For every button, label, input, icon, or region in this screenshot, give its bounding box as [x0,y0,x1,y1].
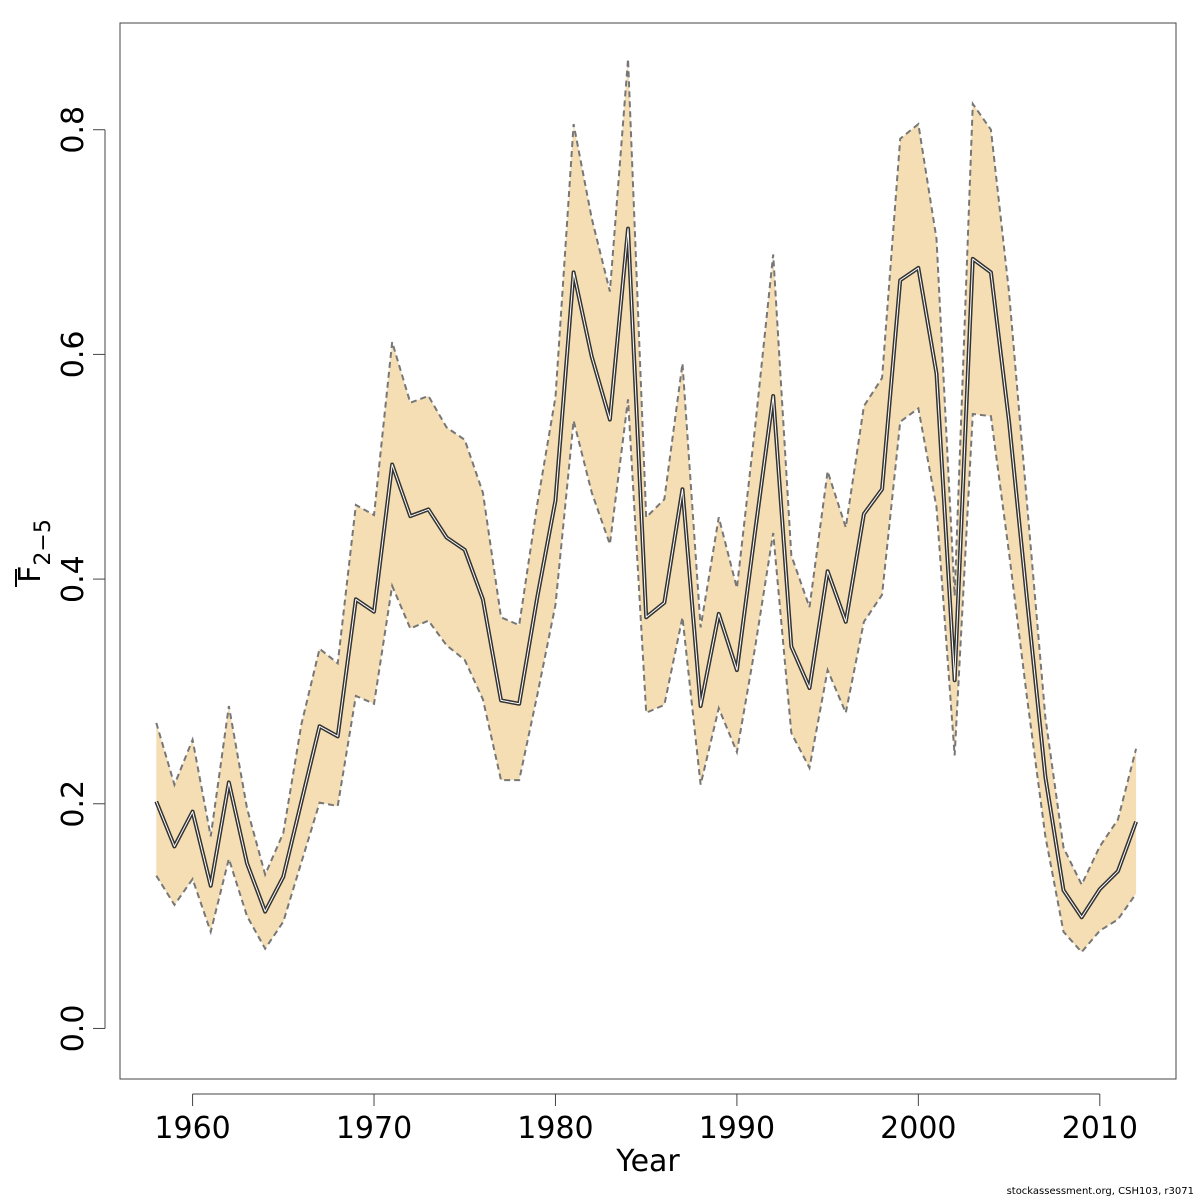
estimate-line-inner [155,228,1137,918]
lower-bound-line [155,399,1137,954]
confidence-band-layer [156,58,1137,953]
line-layer [154,58,1138,954]
x-tick-label: 1960 [154,1111,230,1146]
x-tick-label: 1980 [517,1111,593,1146]
plot-frame [119,22,1177,1080]
x-tick-label: 1990 [699,1111,775,1146]
svg-text:F2−5: F2−5 [13,519,56,583]
x-tick-label: 2000 [880,1111,956,1146]
x-tick-label: 2010 [1062,1111,1138,1146]
y-tick-label: 0.6 [56,331,91,379]
y-tick-label: 0.8 [56,106,91,154]
confidence-band [156,58,1137,953]
footer-credit: stockassessment.org, CSH103, r3071 [1006,1186,1194,1197]
y-tick-label: 0.4 [56,555,91,603]
upper-bound-line [155,58,1138,887]
y-tick-label: 0.2 [56,780,91,828]
y-tick-label: 0.0 [56,1005,91,1053]
y-axis-title-subscript: 2−5 [31,519,56,565]
y-axis: 0.0 0.2 0.4 0.6 0.8 [56,106,106,1053]
y-axis-title: F2−5 [13,519,56,587]
x-axis: 1960 1970 1980 1990 2000 2010 [154,1093,1138,1146]
y-axis-title-base: F [13,566,48,583]
x-axis-title: Year [615,1144,680,1179]
x-tick-label: 1970 [336,1111,412,1146]
